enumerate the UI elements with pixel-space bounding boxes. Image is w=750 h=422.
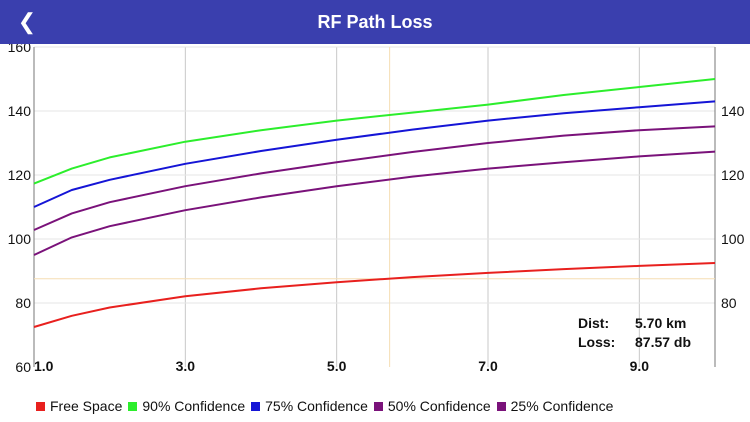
legend-item: Free Space — [36, 398, 122, 414]
y-tick-label-left: 140 — [8, 103, 32, 119]
path-loss-chart[interactable]: 60 80 100 120 140 160 80 100 120 140 1.0 3.0 5.0 7.0 9… — [0, 44, 750, 394]
series-line-4 — [33, 150, 716, 256]
legend-label: 50% Confidence — [387, 398, 491, 414]
x-tick-label: 7.0 — [478, 358, 498, 374]
readout-dist-label: Dist: — [578, 315, 609, 331]
y-tick-label-right: 120 — [721, 167, 745, 183]
legend-label: 90% Confidence — [142, 398, 246, 414]
series-line-0 — [33, 262, 716, 328]
chart-legend: Free Space 90% Confidence 75% Confidence 50… — [36, 396, 619, 416]
legend-swatch — [36, 401, 45, 411]
chevron-left-icon[interactable]: ❮ — [17, 9, 37, 34]
series-line-1 — [33, 78, 716, 185]
x-tick-label: 5.0 — [327, 358, 347, 374]
x-tick-label: 1.0 — [34, 358, 54, 374]
y-tick-label-left: 80 — [15, 295, 31, 311]
legend-swatch — [373, 401, 383, 411]
y-tick-label-left: 120 — [8, 167, 32, 183]
readout-loss-value: 87.57 db — [635, 334, 691, 350]
legend-swatch — [496, 401, 506, 411]
legend-item: 75% Confidence — [251, 398, 368, 414]
y-tick-label-left: 100 — [8, 231, 32, 247]
y-tick-label-left: 160 — [8, 44, 32, 55]
readout-dist-value: 5.70 km — [635, 315, 686, 331]
page-title: RF Path Loss — [317, 12, 433, 32]
legend-label: 25% Confidence — [510, 398, 614, 414]
legend-label: Free Space — [50, 398, 123, 414]
series-line-3 — [33, 125, 716, 231]
top-bar: ❮ RF Path Loss — [0, 0, 750, 44]
x-tick-label: 9.0 — [630, 358, 650, 374]
y-tick-label-left: 60 — [15, 359, 31, 375]
legend-item: 25% Confidence — [496, 398, 614, 414]
y-tick-label-right: 80 — [721, 295, 737, 311]
legend-swatch — [251, 401, 261, 411]
y-tick-label-right: 140 — [721, 103, 745, 119]
readout-loss-label: Loss: — [578, 334, 615, 350]
legend-swatch — [128, 401, 138, 411]
x-tick-label: 3.0 — [176, 358, 196, 374]
legend-item: 50% Confidence — [373, 398, 491, 414]
series-line-2 — [33, 100, 716, 208]
legend-label: 75% Confidence — [265, 398, 368, 414]
y-tick-label-right: 100 — [721, 231, 745, 247]
legend-item: 90% Confidence — [128, 398, 245, 414]
